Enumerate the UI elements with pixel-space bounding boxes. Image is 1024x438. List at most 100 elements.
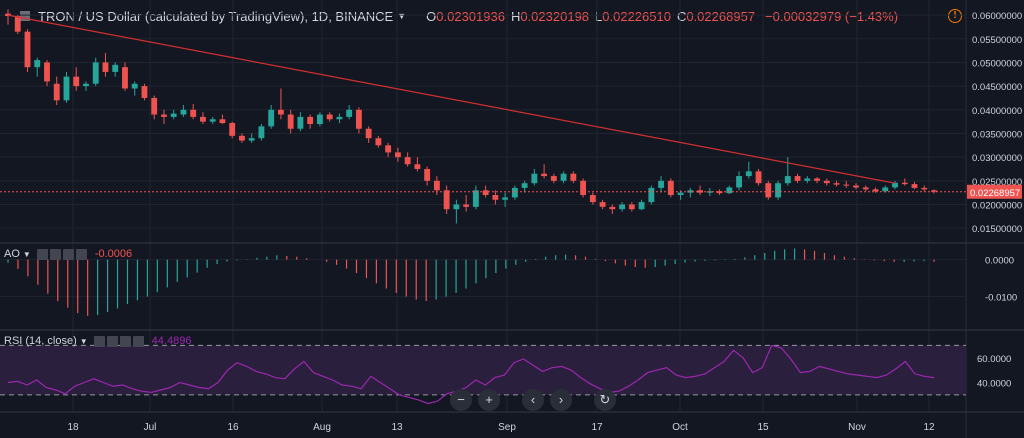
candle-body (716, 191, 723, 194)
candle-body (521, 183, 528, 188)
candle-body (862, 187, 869, 190)
candle-body (394, 152, 401, 158)
candle-body (268, 109, 275, 127)
remove-icon[interactable] (75, 248, 87, 260)
ao-name[interactable]: AO (4, 248, 20, 260)
candle-body (355, 109, 362, 129)
remove-icon[interactable] (132, 335, 144, 347)
candle-body (892, 182, 898, 188)
y-tick-label: 0.04000000 (972, 106, 1022, 117)
add-icon[interactable] (62, 248, 74, 260)
candle-body (131, 83, 138, 89)
x-tick-label: Sep (498, 422, 516, 433)
change-value: −0.00032979 (−1.43%) (765, 8, 899, 24)
scroll-right-button[interactable]: › (550, 389, 572, 411)
candle-body (775, 183, 781, 198)
rsi-line (7, 344, 935, 405)
candle-body (872, 189, 879, 192)
y-tick-label: 0.02000000 (972, 200, 1022, 211)
candle-body (278, 109, 284, 115)
candle-body (122, 67, 128, 89)
x-tick-label: 13 (391, 422, 403, 433)
candle-body (882, 187, 889, 192)
add-icon[interactable] (119, 335, 131, 347)
settings-icon[interactable] (106, 335, 118, 347)
scroll-left-button[interactable]: ‹ (522, 389, 544, 411)
candle-body (853, 185, 859, 188)
open-label: O (426, 8, 437, 24)
visibility-icon[interactable] (93, 335, 105, 347)
candle-body (53, 83, 60, 101)
settings-icon[interactable] (49, 248, 61, 260)
candle-body (346, 109, 353, 117)
candle-body (502, 197, 509, 200)
candle-body (589, 195, 596, 203)
candle-body (404, 157, 411, 165)
candle-body (433, 180, 440, 191)
rsi-tick-label: 60.0000 (977, 354, 1011, 365)
x-tick-label: Nov (848, 422, 866, 433)
candle-body (843, 184, 850, 186)
candle-body (170, 113, 177, 117)
candle-body (677, 192, 684, 196)
candle-body (726, 187, 733, 194)
candle-body (531, 173, 538, 184)
y-tick-label: 0.06000000 (972, 11, 1022, 22)
candle-body (14, 16, 21, 32)
candle-body (200, 116, 206, 122)
ao-tick-label: -0.0100 (985, 293, 1017, 304)
candle-body (151, 97, 158, 115)
chevron-down-icon[interactable]: ▼ (397, 11, 407, 21)
y-tick-label: 0.03500000 (972, 129, 1022, 140)
symbol-logo-icon (20, 11, 30, 21)
chevron-down-icon[interactable]: ▼ (22, 249, 31, 259)
candle-body (24, 31, 31, 68)
x-tick-label: 16 (227, 422, 239, 433)
candle-body (239, 135, 245, 141)
candle-body (833, 183, 840, 185)
rsi-band (0, 345, 966, 395)
rsi-value: 44.4896 (151, 335, 192, 347)
x-tick-label: 15 (757, 422, 769, 433)
zoom-in-button[interactable]: + (478, 389, 500, 411)
high-value: 0.02320198 (520, 8, 590, 24)
rsi-name[interactable]: RSI (14, close) (4, 335, 77, 347)
candle-body (287, 114, 294, 129)
last-price-label: 0.02268957 (970, 188, 1020, 199)
candle-body (482, 190, 489, 196)
candle-body (609, 206, 616, 210)
candle-body (745, 171, 752, 177)
candle-body (73, 76, 80, 87)
candle-body (375, 138, 382, 146)
candle-body (248, 138, 255, 141)
candle-body (258, 126, 265, 139)
candle-body (307, 116, 314, 124)
candle-body (599, 202, 606, 207)
chart-title[interactable]: TRON / US Dollar (calculated by TradingV… (38, 8, 394, 24)
candle-body (560, 173, 567, 181)
ao-legend: AO ▼ -0.0006 (4, 247, 132, 261)
candle-body (463, 204, 470, 207)
candle-body (550, 176, 557, 181)
candle-body (180, 109, 187, 115)
visibility-icon[interactable] (36, 248, 48, 260)
candle-body (34, 60, 41, 68)
ao-value: -0.0006 (94, 248, 133, 260)
candle-body (784, 176, 791, 184)
high-label: H (510, 8, 521, 24)
chevron-down-icon[interactable]: ▼ (79, 336, 88, 346)
candle-body (921, 187, 928, 190)
open-value: 0.02301936 (436, 8, 505, 24)
candle-body (755, 171, 762, 184)
chart-navigation: − + ‹ › ↻ (450, 389, 616, 411)
chart-header: TRON / US Dollar (calculated by TradingV… (0, 6, 898, 26)
zoom-out-button[interactable]: − (450, 389, 472, 411)
candle-body (443, 190, 450, 210)
candle-body (297, 116, 304, 129)
low-value: 0.02226510 (602, 8, 671, 24)
reset-chart-button[interactable]: ↻ (594, 389, 616, 411)
candle-body (385, 145, 392, 153)
candle-body (336, 116, 343, 120)
candle-body (424, 168, 431, 181)
